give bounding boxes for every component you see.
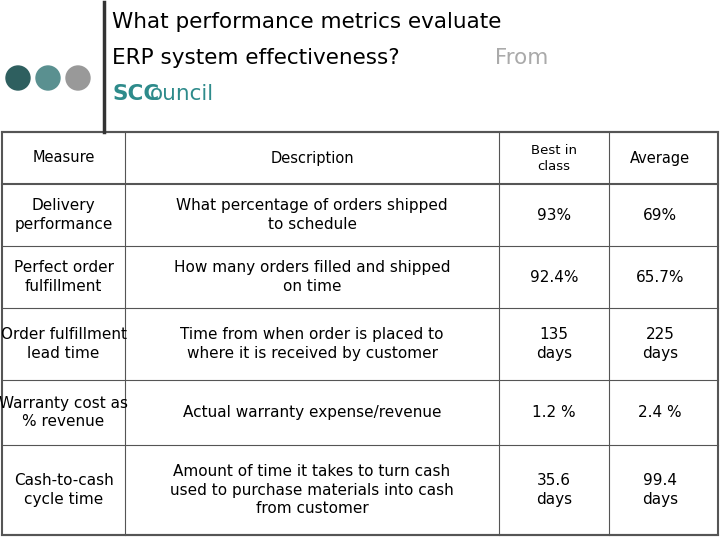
- Text: Amount of time it takes to turn cash
used to purchase materials into cash
from c: Amount of time it takes to turn cash use…: [170, 464, 454, 516]
- Text: Description: Description: [270, 151, 354, 165]
- Text: What percentage of orders shipped
to schedule: What percentage of orders shipped to sch…: [176, 198, 448, 232]
- Text: Average: Average: [630, 151, 690, 165]
- Text: From: From: [488, 48, 549, 68]
- Text: 2.4 %: 2.4 %: [638, 405, 682, 420]
- Text: 92.4%: 92.4%: [530, 269, 578, 285]
- Text: Warranty cost as
% revenue: Warranty cost as % revenue: [0, 396, 128, 429]
- Text: Order fulfillment
lead time: Order fulfillment lead time: [1, 327, 127, 361]
- Circle shape: [66, 66, 90, 90]
- Text: 135
days: 135 days: [536, 327, 572, 361]
- Text: SCC: SCC: [112, 84, 159, 104]
- Text: Actual warranty expense/revenue: Actual warranty expense/revenue: [183, 405, 441, 420]
- Text: 35.6
days: 35.6 days: [536, 473, 572, 507]
- Circle shape: [6, 66, 30, 90]
- Text: Perfect order
fulfillment: Perfect order fulfillment: [14, 260, 114, 294]
- Text: 69%: 69%: [643, 207, 677, 222]
- Text: 65.7%: 65.7%: [636, 269, 684, 285]
- Text: What performance metrics evaluate: What performance metrics evaluate: [112, 12, 501, 32]
- Text: Time from when order is placed to
where it is received by customer: Time from when order is placed to where …: [180, 327, 444, 361]
- Text: Cash-to-cash
cycle time: Cash-to-cash cycle time: [14, 473, 114, 507]
- Text: Delivery
performance: Delivery performance: [14, 198, 113, 232]
- Text: Measure: Measure: [32, 151, 95, 165]
- Text: 99.4
days: 99.4 days: [642, 473, 678, 507]
- Text: 93%: 93%: [537, 207, 571, 222]
- Bar: [2, 132, 718, 535]
- Text: 1.2 %: 1.2 %: [532, 405, 576, 420]
- Text: How many orders filled and shipped
on time: How many orders filled and shipped on ti…: [174, 260, 450, 294]
- Text: ouncil: ouncil: [150, 84, 214, 104]
- Text: 225
days: 225 days: [642, 327, 678, 361]
- Circle shape: [36, 66, 60, 90]
- Text: ERP system effectiveness?: ERP system effectiveness?: [112, 48, 400, 68]
- Text: Best in
class: Best in class: [531, 144, 577, 172]
